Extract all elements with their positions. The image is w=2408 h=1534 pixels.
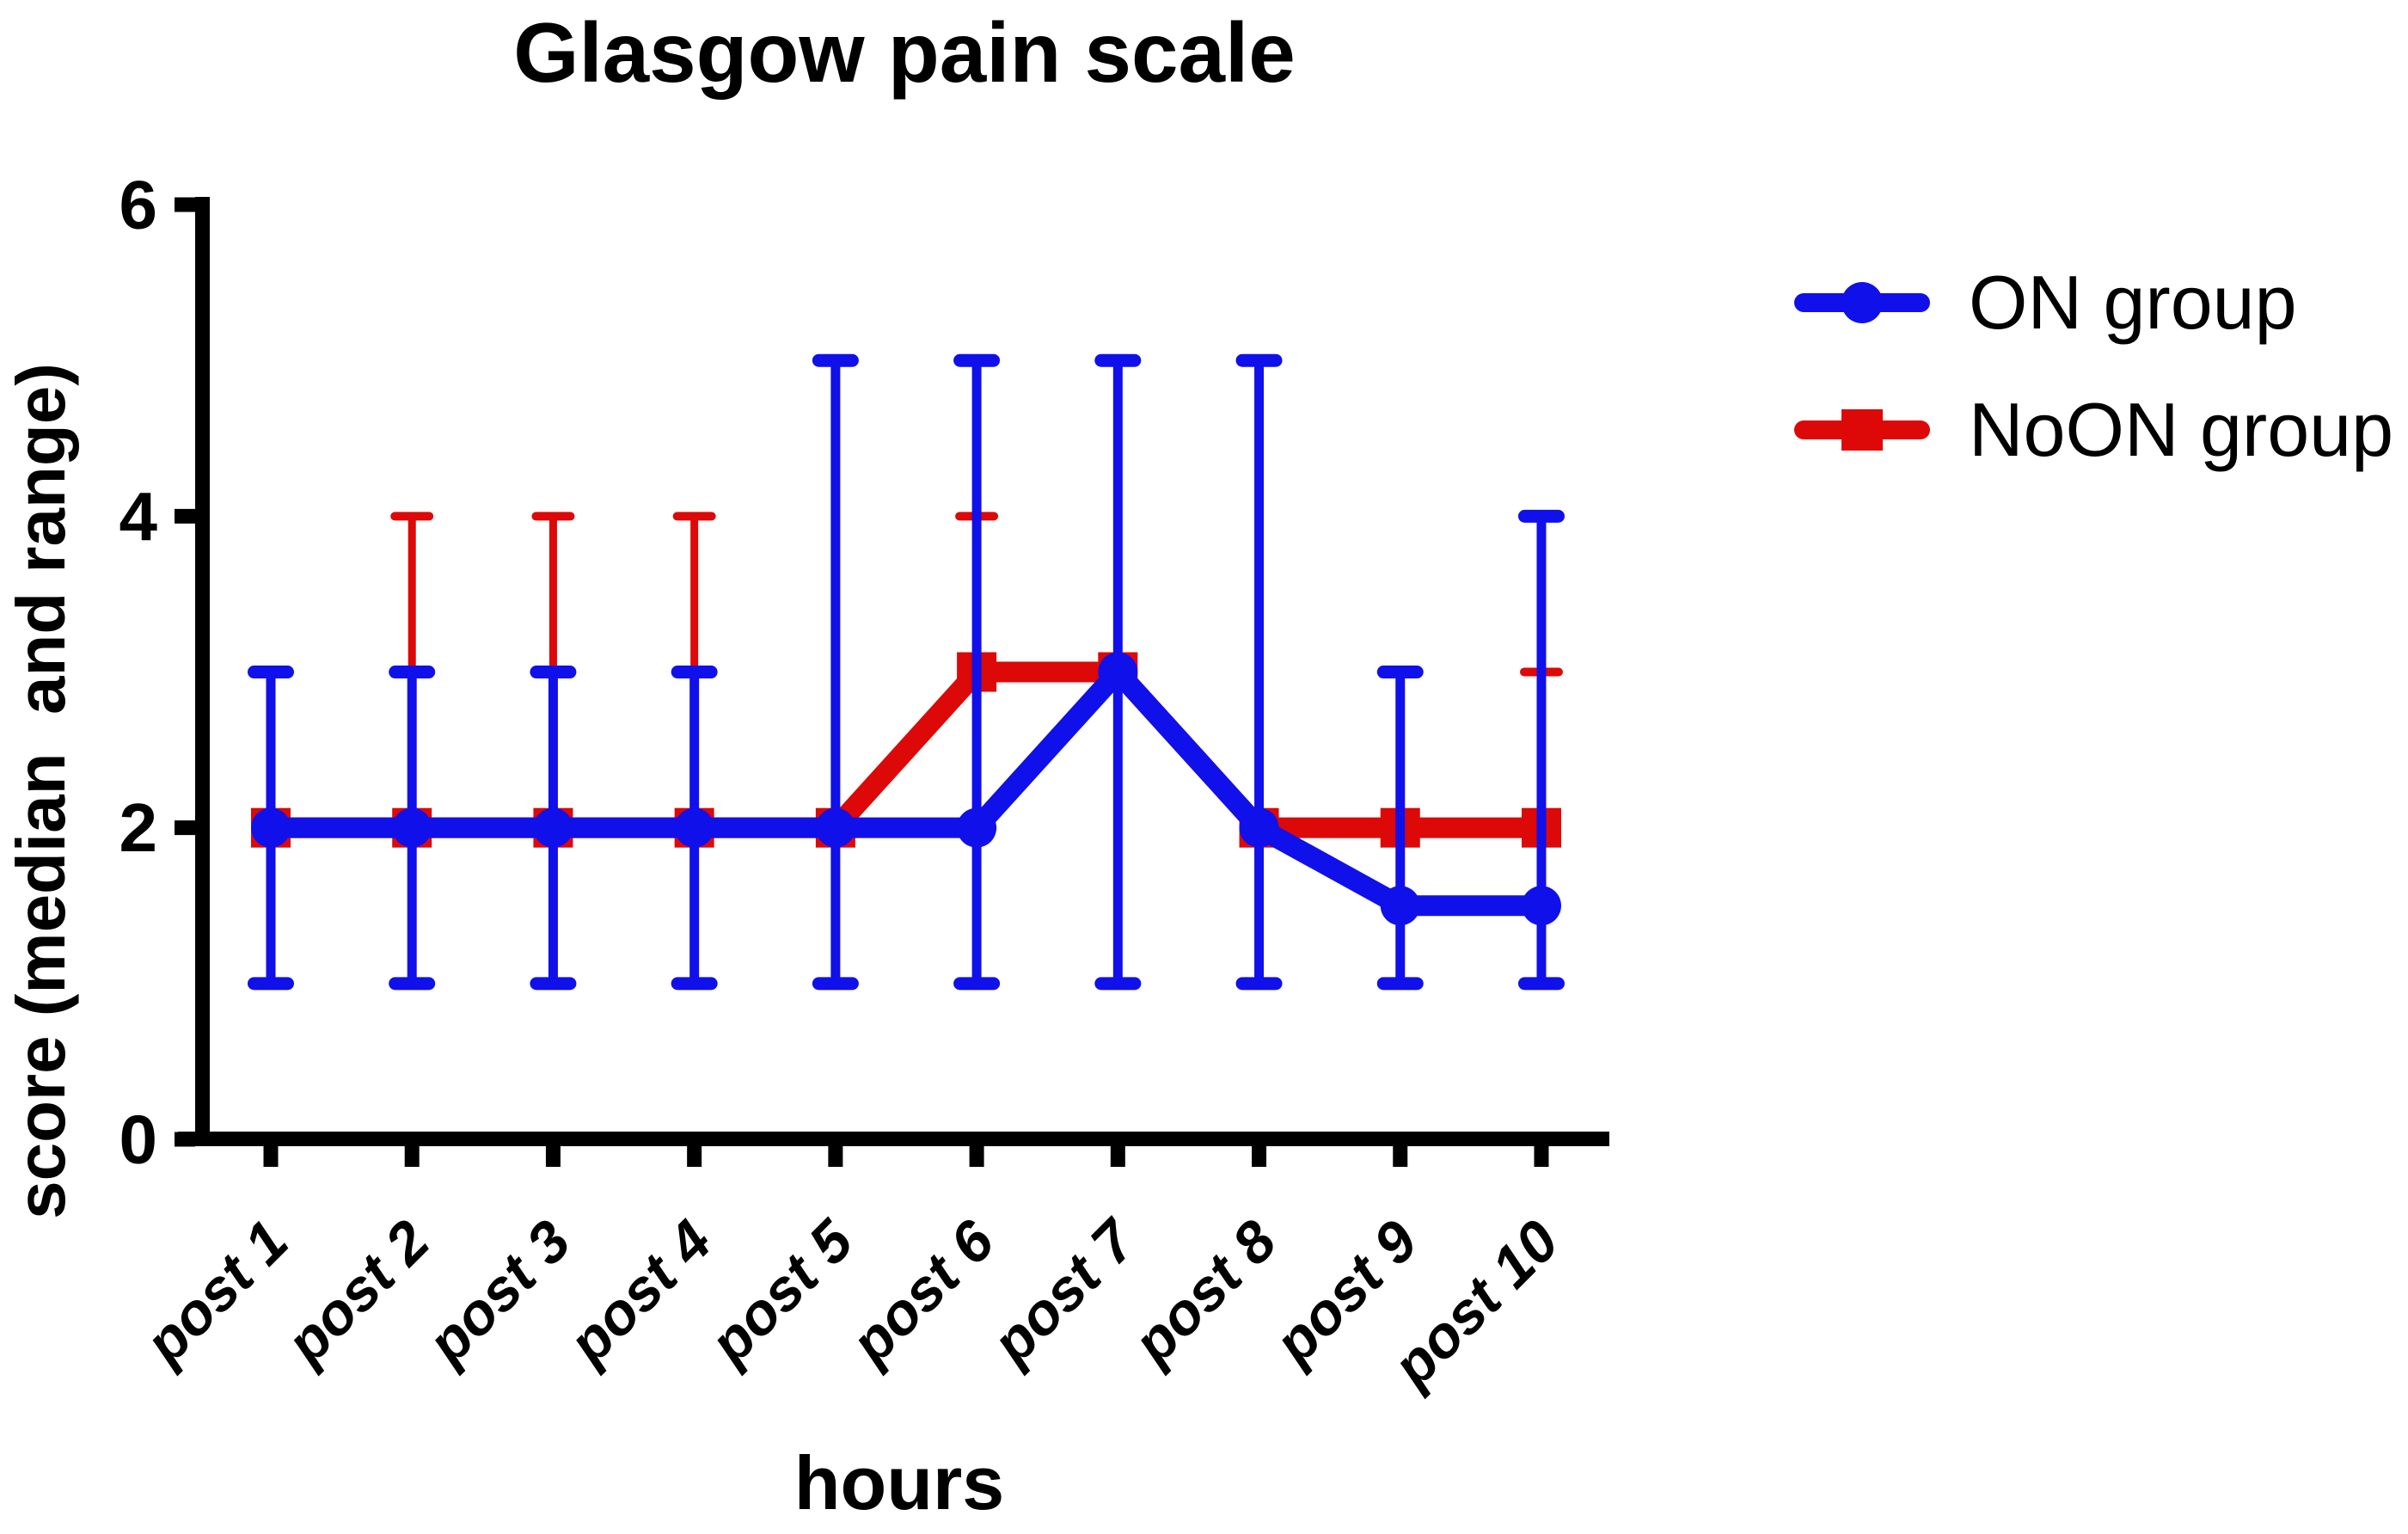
x-category-label: post 6 bbox=[837, 1207, 1008, 1378]
error-bar-cap bbox=[248, 977, 294, 991]
chart-title: Glasgow pain scale bbox=[513, 5, 1296, 100]
series-noon-group bbox=[251, 512, 1563, 848]
y-axis-ticks: 0 2 4 6 bbox=[119, 167, 195, 1178]
error-bar-cap bbox=[953, 353, 1001, 367]
error-bar-cap bbox=[1235, 977, 1283, 991]
error-bar-cap bbox=[248, 666, 294, 679]
data-point-circle bbox=[674, 807, 714, 848]
data-point-circle bbox=[1098, 652, 1138, 692]
series-on-group bbox=[248, 353, 1565, 991]
data-point-circle bbox=[1521, 886, 1561, 926]
error-bar-cap bbox=[671, 666, 718, 679]
data-point-circle bbox=[957, 807, 997, 848]
x-axis-title: hours bbox=[794, 1440, 1004, 1525]
series-line bbox=[271, 661, 1541, 917]
error-bar-cap bbox=[1517, 509, 1565, 523]
error-bar-cap bbox=[672, 512, 716, 521]
legend-item-on-group: ON group bbox=[1794, 260, 2297, 345]
y-tick-label: 4 bbox=[119, 478, 158, 555]
noon-group-square-icon bbox=[1841, 409, 1883, 451]
x-category-label: post 3 bbox=[414, 1208, 583, 1378]
x-category-label: post 4 bbox=[555, 1208, 725, 1378]
axes bbox=[178, 197, 1609, 1146]
error-bar-cap bbox=[389, 977, 436, 991]
x-category-label: post 2 bbox=[273, 1208, 442, 1378]
legend-label-noon-group: NoON group bbox=[1969, 387, 2393, 472]
x-category-label: post 8 bbox=[1119, 1208, 1289, 1378]
x-category-label: post 1 bbox=[132, 1208, 301, 1378]
error-bar-cap bbox=[1517, 977, 1565, 991]
data-point-circle bbox=[1380, 886, 1420, 926]
y-tick-label: 6 bbox=[119, 167, 158, 243]
error-bar-cap bbox=[1376, 666, 1424, 679]
error-bar-cap bbox=[530, 977, 577, 991]
legend-item-noon-group: NoON group bbox=[1794, 387, 2393, 472]
data-point-circle bbox=[251, 807, 291, 848]
series-line bbox=[271, 661, 1541, 838]
error-bar-cap bbox=[530, 666, 577, 679]
on-group-circle-icon bbox=[1841, 282, 1883, 323]
error-bar-cap bbox=[390, 512, 434, 521]
y-tick-label: 2 bbox=[119, 789, 158, 866]
data-point-circle bbox=[1239, 807, 1279, 848]
series-layer bbox=[248, 353, 1565, 991]
x-category-label: post 5 bbox=[696, 1207, 867, 1378]
data-point-circle bbox=[392, 807, 432, 848]
error-bar-cap bbox=[812, 353, 859, 367]
y-axis-title: score (median and range) bbox=[3, 363, 79, 1219]
error-bar-cap bbox=[671, 977, 718, 991]
error-bar-cap bbox=[1094, 353, 1142, 367]
error-bar-cap bbox=[531, 512, 575, 521]
error-bar-cap bbox=[1376, 977, 1424, 991]
data-point-circle bbox=[815, 807, 855, 848]
error-bar-cap bbox=[389, 666, 436, 679]
error-bar-cap bbox=[812, 977, 859, 991]
error-bar-cap bbox=[1094, 977, 1142, 991]
legend: ON group NoON group bbox=[1794, 260, 2393, 472]
legend-label-on-group: ON group bbox=[1969, 260, 2297, 345]
x-category-label: post 7 bbox=[978, 1206, 1149, 1378]
data-point-circle bbox=[533, 807, 573, 848]
error-bar-cap bbox=[1235, 353, 1283, 367]
error-bar-cap bbox=[953, 977, 1001, 991]
y-tick-label: 0 bbox=[119, 1101, 158, 1178]
